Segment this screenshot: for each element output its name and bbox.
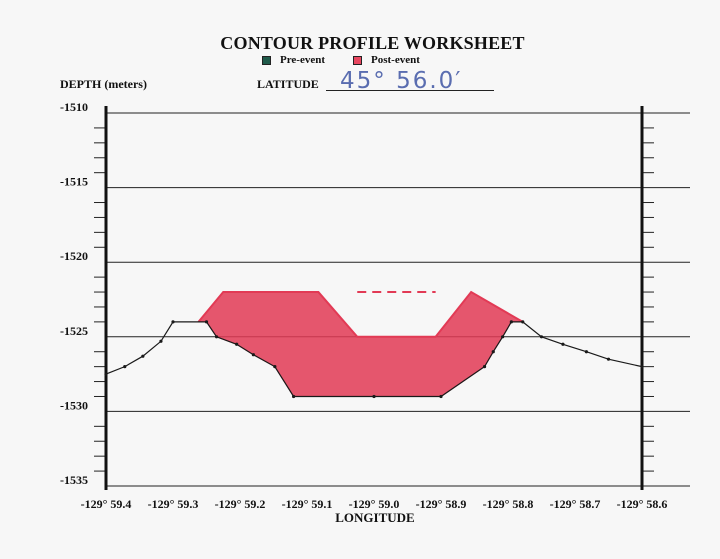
legend-swatch-post (353, 55, 362, 65)
pre-event-point (159, 339, 163, 343)
legend-item-post: Post-event (353, 54, 420, 66)
pre-event-point (292, 394, 296, 399)
x-tick-label: -129° 59.3 (148, 497, 199, 511)
y-axis-label: DEPTH (meters) (60, 77, 147, 91)
x-tick-label: -129° 58.6 (617, 497, 668, 511)
x-tick-label: -129° 58.7 (550, 497, 601, 511)
pre-event-point (482, 365, 487, 369)
pre-event-point (501, 335, 505, 339)
legend-label-pre: Pre-event (280, 54, 325, 66)
pre-event-point (171, 320, 175, 324)
latitude-label: LATITUDE (257, 77, 319, 91)
latitude-value: 45° 56.0′ (340, 68, 463, 94)
y-tick-label: -1530 (60, 398, 88, 412)
legend-label-post: Post-event (371, 54, 420, 66)
x-tick-label: -129° 58.9 (416, 497, 467, 511)
x-axis-label: LONGITUDE (335, 510, 415, 525)
pre-event-point (640, 365, 644, 369)
pre-event-point (491, 350, 495, 354)
pre-event-point (584, 350, 588, 354)
pre-event-point (204, 320, 209, 324)
page-title: CONTOUR PROFILE WORKSHEET (220, 33, 525, 53)
x-tick-label: -129° 59.1 (282, 497, 333, 511)
latitude-underline (326, 90, 494, 91)
pre-event-point (251, 353, 255, 357)
legend: Pre-event Post-event (262, 54, 420, 66)
y-tick-label: -1515 (60, 175, 88, 189)
pre-event-point (214, 335, 219, 339)
x-tick-label: -129° 59.4 (81, 497, 132, 511)
pre-event-point (372, 394, 376, 399)
pre-event-point (521, 320, 525, 324)
pre-event-point (235, 342, 239, 346)
pre-event-point (439, 394, 443, 399)
pre-event-point (539, 335, 544, 339)
legend-swatch-pre (262, 55, 271, 65)
legend-item-pre: Pre-event (262, 54, 325, 66)
x-tick-label: -129° 59.0 (349, 497, 400, 511)
x-tick-label: -129° 59.2 (215, 497, 266, 511)
y-tick-label: -1510 (60, 100, 88, 114)
y-tick-label: -1525 (60, 324, 88, 338)
x-tick-label: -129° 58.8 (483, 497, 534, 511)
pre-event-point (509, 320, 513, 324)
pre-event-point (104, 372, 108, 376)
pre-event-point (561, 342, 565, 346)
pre-event-point (606, 357, 611, 361)
pre-event-point (273, 365, 277, 369)
pre-event-point (123, 365, 127, 369)
y-tick-label: -1535 (60, 473, 88, 487)
y-tick-label: -1520 (60, 249, 88, 263)
post-event-area (197, 291, 525, 397)
pre-event-point (141, 354, 145, 358)
post-event-line (197, 290, 524, 338)
